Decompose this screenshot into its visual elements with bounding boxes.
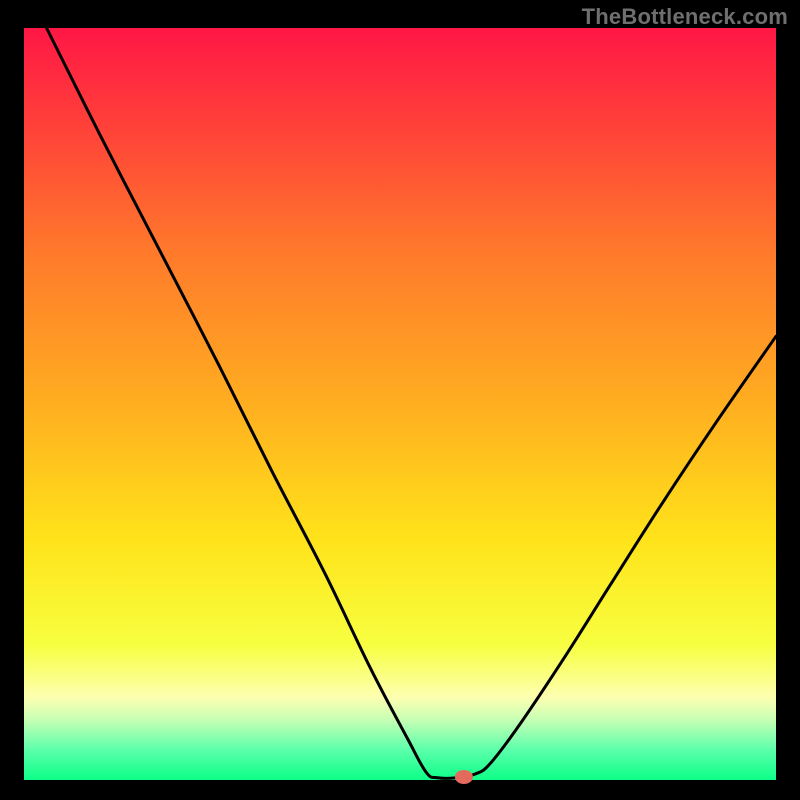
optimal-point-marker [455,770,473,784]
bottleneck-chart [0,0,800,800]
gradient-background [24,28,776,780]
watermark-text: TheBottleneck.com [582,4,788,30]
chart-root: TheBottleneck.com [0,0,800,800]
